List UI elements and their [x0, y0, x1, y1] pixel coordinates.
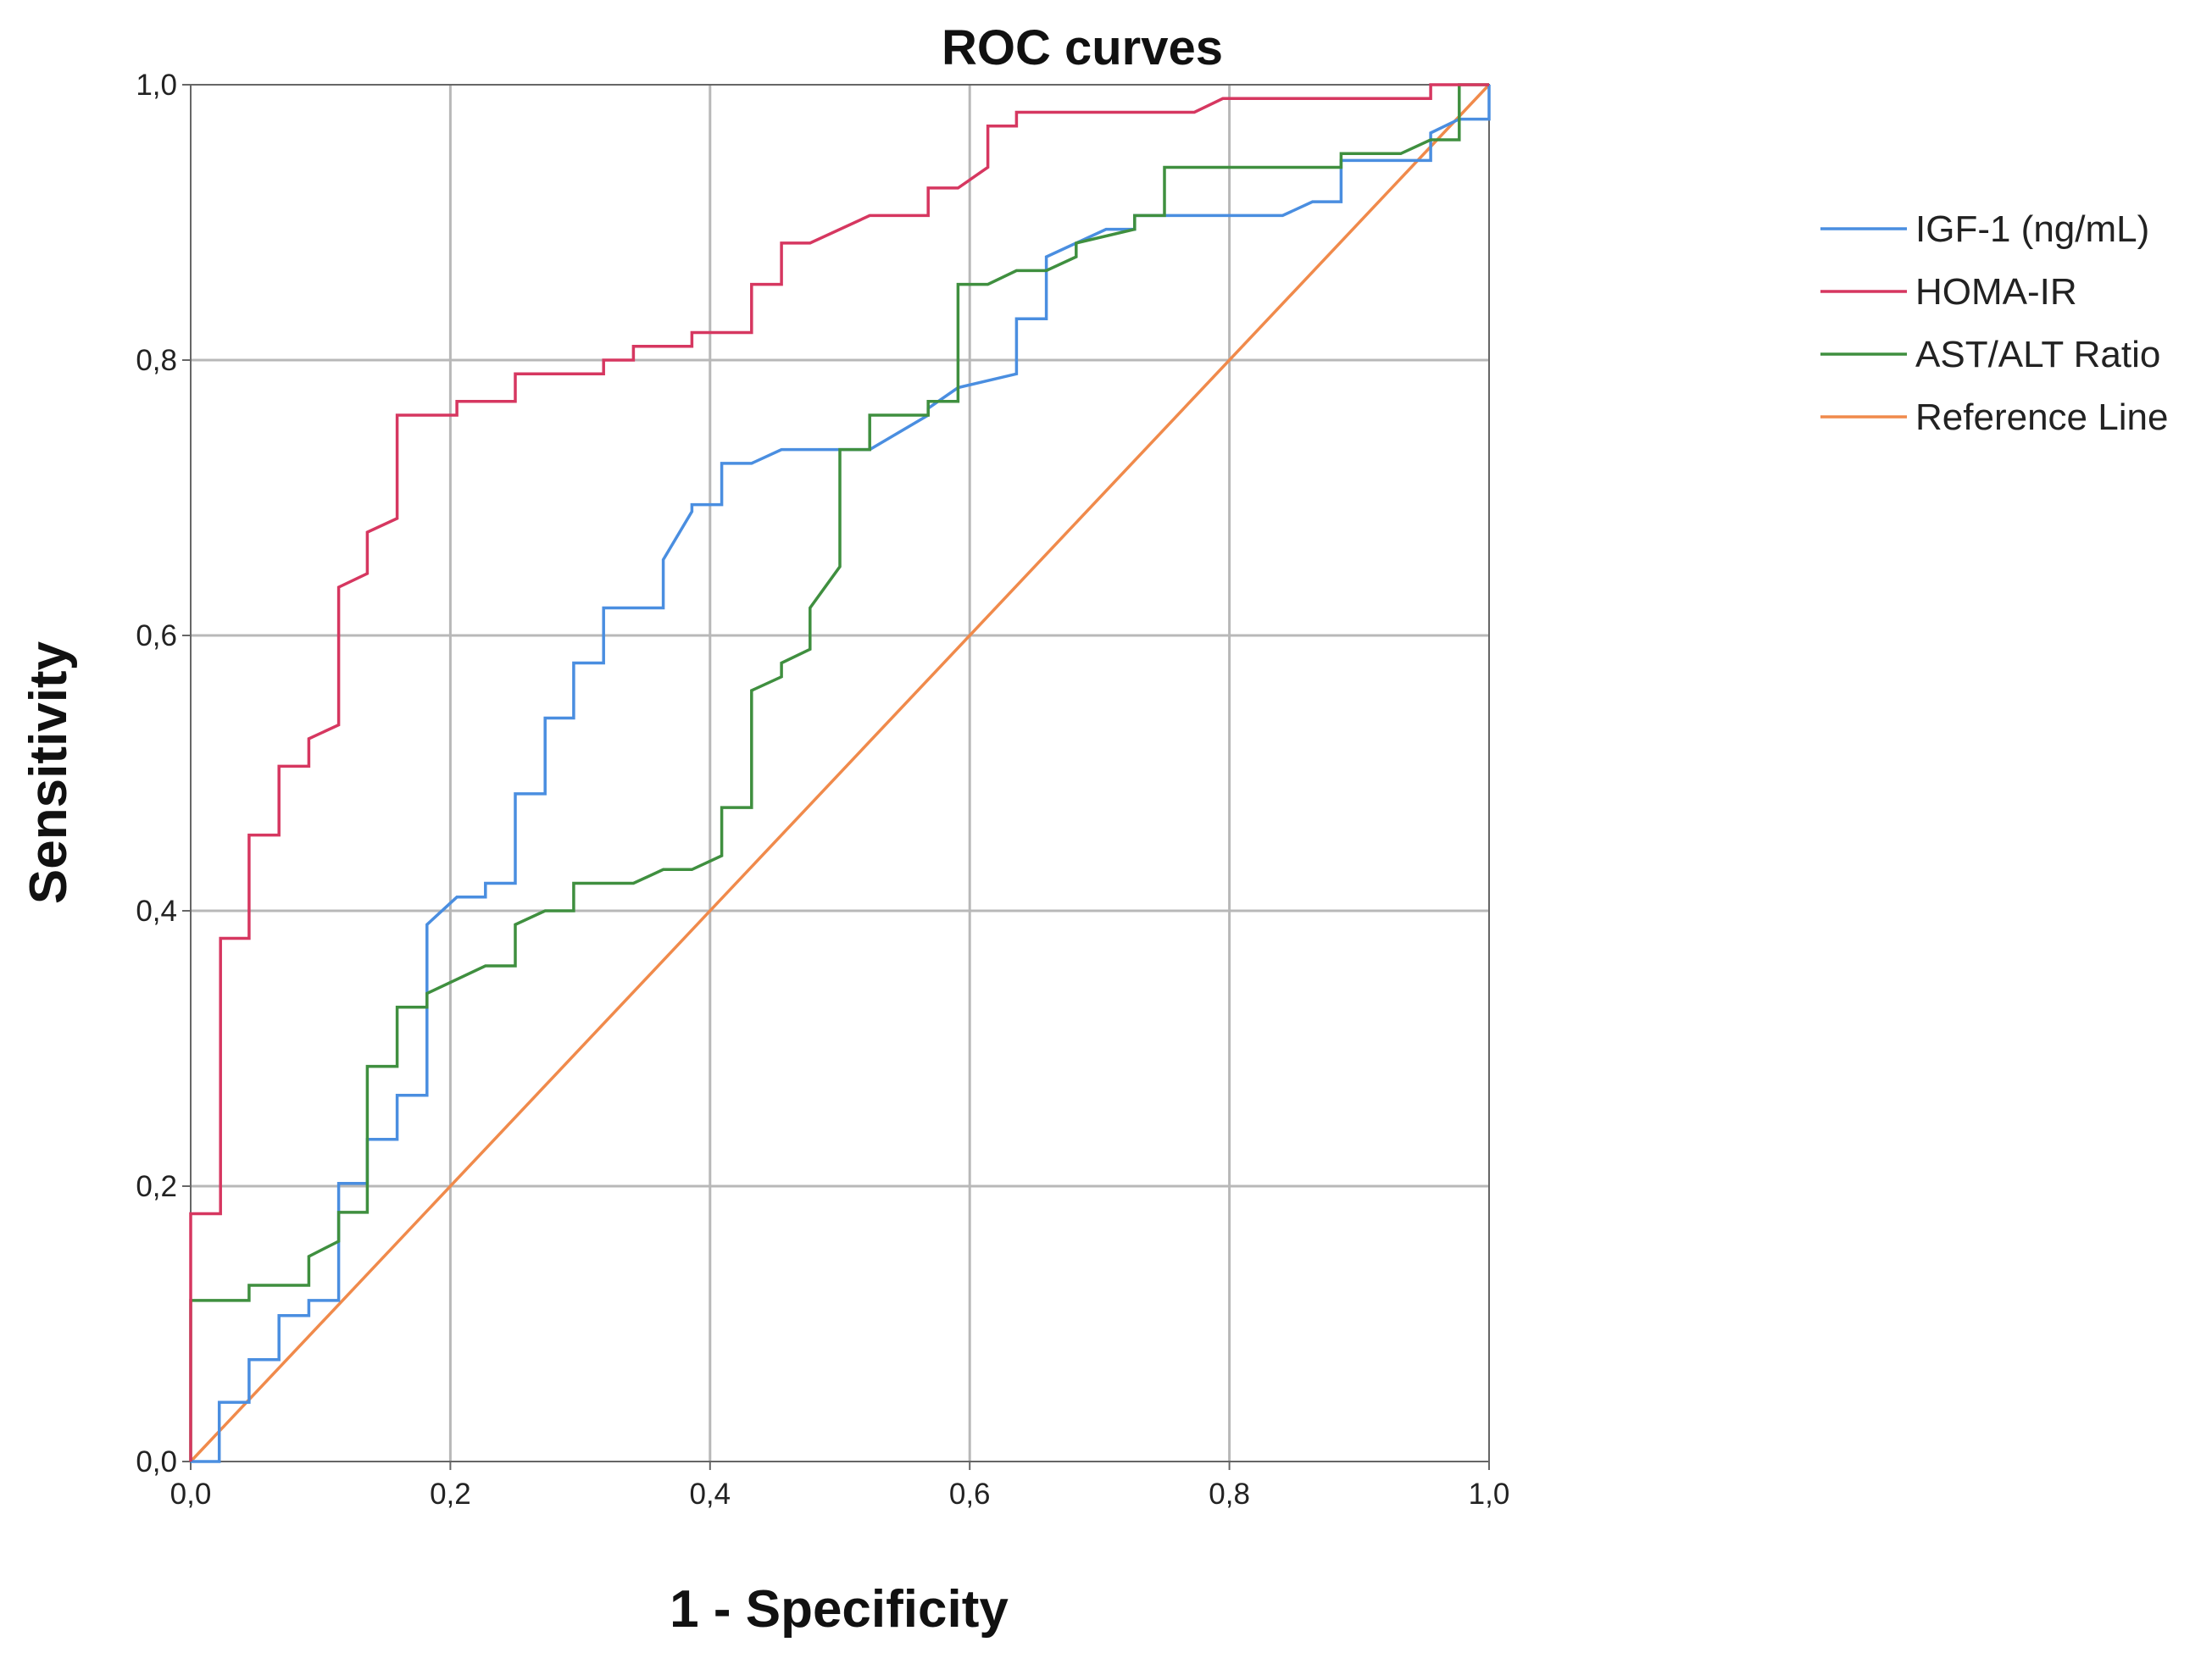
y-tick-label: 0,8 [136, 344, 177, 377]
legend-label: AST/ALT Ratio [1915, 334, 2160, 375]
plot-frame [190, 84, 1490, 1462]
legend-label: HOMA-IR [1915, 271, 2077, 313]
series-line-ast-alt-ratio [189, 83, 1489, 1462]
legend-label: IGF-1 (ng/mL) [1915, 208, 2149, 250]
gridlines [191, 85, 1489, 1462]
legend: IGF-1 (ng/mL) HOMA-IR AST/ALT Ratio Referen… [1820, 208, 2168, 438]
legend-item-ast-alt-ratio: AST/ALT Ratio [1820, 334, 2160, 375]
x-tick-label: 1,0 [1469, 1478, 1510, 1511]
x-tick-label: 0,8 [1209, 1478, 1250, 1511]
legend-item-homa-ir: HOMA-IR [1820, 271, 2077, 313]
x-tick-label: 0,4 [689, 1478, 731, 1511]
x-axis-label: 1 - Specificity [670, 1580, 1009, 1639]
axis-ticks: 0,0 0,2 0,4 0,6 0,8 1,0 0,0 0,2 0,4 0,6 0,8 1,0 [136, 69, 1509, 1511]
y-tick-label: 0,0 [136, 1445, 177, 1478]
legend-label: Reference Line [1915, 397, 2168, 438]
chart-title: ROC curves [942, 20, 1223, 75]
series-line-reference-line [189, 83, 1491, 1463]
legend-item-reference-line: Reference Line [1820, 397, 2168, 438]
legend-item-igf-1-ng-ml: IGF-1 (ng/mL) [1820, 208, 2149, 250]
y-axis-label: Sensitivity [19, 641, 78, 904]
x-tick-label: 0,6 [949, 1478, 991, 1511]
x-tick-label: 0,0 [170, 1478, 212, 1511]
y-tick-label: 0,4 [136, 895, 177, 928]
series-line-homa-ir [189, 83, 1489, 1462]
y-tick-label: 1,0 [136, 69, 177, 102]
x-tick-label: 0,2 [430, 1478, 471, 1511]
series-lines [189, 83, 1491, 1463]
y-tick-label: 0,2 [136, 1170, 177, 1203]
y-tick-label: 0,6 [136, 619, 177, 652]
